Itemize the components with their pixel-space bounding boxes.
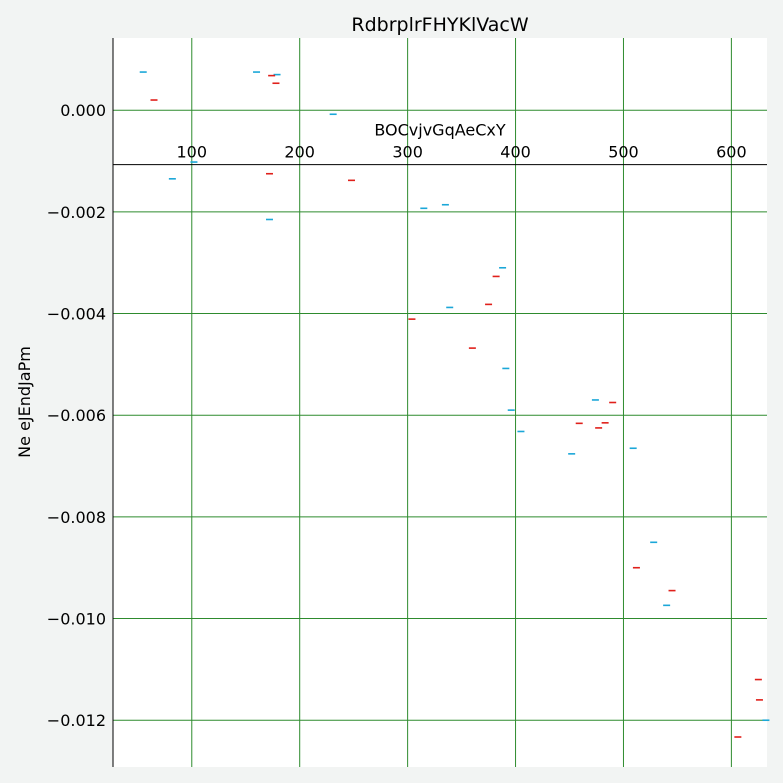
x-tick-label: 500 [608, 143, 639, 162]
x-tick-label: 600 [716, 143, 747, 162]
x-tick-label: 400 [500, 143, 531, 162]
x-tick-label: 300 [392, 143, 423, 162]
plot-area [113, 38, 767, 767]
x-axis-title: BOCvjvGqAeCxY [374, 121, 506, 140]
y-tick-label: −0.010 [47, 610, 106, 629]
chart-title: RdbrplrFHYKlVacW [351, 14, 528, 36]
y-tick-label: −0.006 [47, 406, 106, 425]
y-ticks: 0.000 −0.002 −0.004 −0.006 −0.008 −0.010 −0.01… [47, 101, 106, 730]
grid [113, 38, 767, 767]
x-ticks: 100 200 300 400 500 600 [177, 143, 747, 162]
y-tick-label: −0.008 [47, 508, 106, 527]
data-points [139, 71, 770, 738]
y-tick-label: −0.004 [47, 305, 106, 324]
y-tick-label: 0.000 [60, 101, 106, 120]
y-axis-title: Ne eJEndJaPm [15, 346, 34, 458]
y-tick-label: −0.002 [47, 203, 106, 222]
x-tick-label: 200 [284, 143, 315, 162]
x-tick-label: 100 [177, 143, 208, 162]
y-tick-label: −0.012 [47, 711, 106, 730]
